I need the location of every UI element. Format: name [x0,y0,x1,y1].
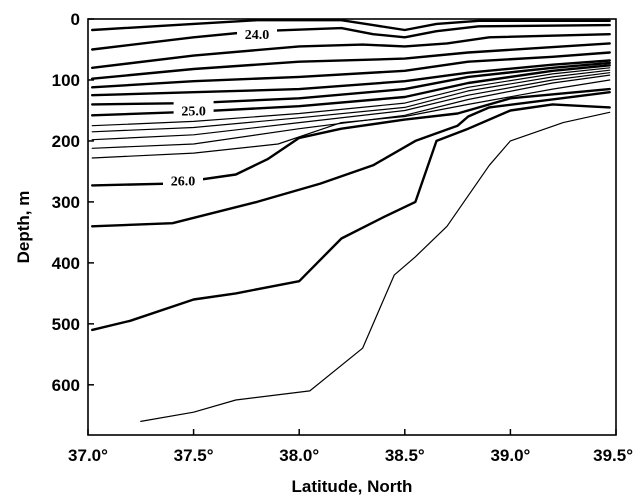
contour-label-2: 25.0 [181,105,206,120]
x-tick-label: 37.5° [174,446,214,465]
contour-line-16 [91,103,611,332]
x-tick-label: 38.5° [385,446,425,465]
x-axis-ticks: 37.0° 37.5° 38.0° 38.5° 39.0° 39.5° [68,429,633,465]
x-tick-label: 37.0° [68,446,108,465]
contour-label-bg-1 [237,24,277,42]
contour-line-1 [91,19,611,32]
x-axis-title: Latitude, North [292,477,413,496]
y-axis-title: Depth, m [14,191,33,264]
y-tick-label: 500 [52,315,80,334]
contour-line-12 [91,74,611,149]
contour-lines [91,19,611,422]
contour-labels: 24.0 25.0 26.0 [163,24,277,190]
y-axis-ticks: 0 100 200 300 400 500 600 [52,10,94,395]
contour-label-bg-2 [173,100,214,118]
contour-line-14 [91,87,611,187]
contour-line-5 [91,51,611,89]
contour-label-1: 24.0 [245,28,270,43]
contour-label-bg-3 [163,170,203,188]
y-tick-label: 200 [52,132,80,151]
contour-label-3: 26.0 [171,175,196,190]
contour-line-11 [91,72,611,141]
x-tick-label: 39.0° [490,446,530,465]
contour-line-9 [91,67,611,127]
y-tick-label: 600 [52,376,80,395]
x-tick-label: 39.5° [593,446,633,465]
y-tick-label: 300 [52,193,80,212]
x-tick-label: 38.0° [279,446,319,465]
plot-frame [87,18,617,436]
y-tick-label: 0 [71,10,80,29]
contour-line-4 [91,42,611,80]
contour-line-6 [91,59,611,97]
contour-line-3 [91,33,611,69]
contour-line-15 [91,91,611,228]
contour-line-2 [91,23,611,51]
y-tick-label: 400 [52,254,80,273]
contour-line-17 [140,111,611,422]
contour-line-13 [91,79,611,159]
contour-line-10 [91,69,611,133]
y-tick-label: 100 [52,71,80,90]
